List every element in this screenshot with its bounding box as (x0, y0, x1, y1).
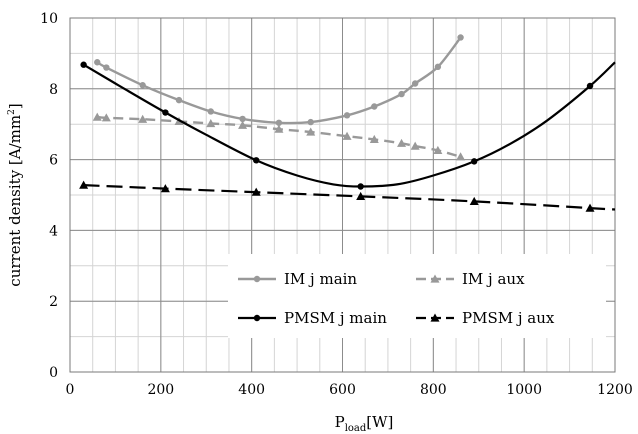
series-im-j-main (94, 34, 464, 126)
data-point (139, 82, 146, 89)
data-point (369, 134, 379, 144)
data-point (306, 127, 316, 136)
y-axis-label-sup: 2 (7, 109, 17, 115)
data-point (275, 119, 283, 126)
tick-labels: 0 200 400 600 800 1000 1200 0 2 4 6 8 10 (40, 11, 633, 398)
legend-label: IM j main (284, 270, 357, 288)
legend-marker (253, 314, 261, 322)
data-point (138, 114, 148, 123)
data-point (471, 158, 478, 165)
data-point (101, 113, 111, 122)
data-point (457, 34, 464, 41)
data-point (356, 191, 366, 201)
data-point (398, 90, 405, 98)
data-point (307, 118, 314, 126)
series-im-j-aux (92, 112, 466, 161)
y-tick-label: 10 (40, 11, 58, 27)
data-point (92, 112, 102, 121)
data-point (238, 120, 248, 129)
data-point (586, 82, 594, 90)
y-axis-label-main: current density [A/mm (6, 115, 24, 287)
y-tick-label: 6 (49, 153, 58, 169)
y-axis-label-rest: ] (6, 103, 24, 109)
legend-label: PMSM j aux (462, 309, 555, 327)
data-point (343, 112, 351, 119)
data-point (411, 80, 419, 87)
data-point (410, 141, 420, 150)
plot-frame (69, 17, 616, 373)
x-tick-label: 1000 (506, 382, 542, 398)
data-point (456, 152, 466, 161)
data-point (103, 64, 110, 71)
data-point (434, 63, 442, 71)
x-tick-label: 400 (238, 382, 265, 398)
y-tick-label: 2 (49, 294, 58, 310)
data-point (206, 118, 216, 128)
legend-marker (253, 275, 261, 283)
data-point (251, 187, 261, 196)
data-point (357, 183, 364, 190)
legend-marker (430, 313, 440, 322)
data-point (162, 109, 169, 116)
x-axis-label-main: P (335, 413, 345, 431)
data-point (175, 96, 183, 104)
series-pmsm-j-aux (79, 180, 616, 212)
x-tick-label: 1200 (597, 382, 633, 398)
legend: IM j main IM j aux PMSM j main PMSM j aux (228, 254, 606, 338)
y-tick-label: 0 (49, 365, 58, 381)
x-axis-label-rest: [W] (366, 413, 393, 431)
x-tick-label: 200 (147, 382, 174, 398)
series-layer (79, 34, 616, 212)
legend-box (228, 254, 606, 338)
data-point (469, 196, 479, 205)
data-point (80, 61, 87, 68)
legend-label: PMSM j main (284, 309, 387, 327)
legend-marker (430, 274, 440, 283)
x-tick-label: 0 (66, 382, 75, 398)
legend-label: IM j aux (462, 270, 525, 288)
x-tick-label: 800 (420, 382, 447, 398)
data-point (239, 115, 246, 123)
data-point (371, 103, 378, 110)
data-point (207, 108, 214, 115)
data-point (342, 131, 352, 140)
data-point (160, 184, 170, 193)
data-point (397, 138, 407, 147)
y-tick-label: 8 (49, 82, 58, 98)
x-axis-label-sub: load (345, 423, 367, 434)
data-point (253, 157, 260, 164)
data-point (79, 180, 89, 189)
data-point (274, 124, 284, 133)
data-point (585, 203, 595, 212)
series-line (97, 115, 461, 158)
y-tick-label: 4 (49, 223, 58, 239)
y-axis-label: current density [A/mm2] (6, 103, 24, 286)
x-axis-label: Pload[W] (335, 413, 394, 434)
data-point (433, 145, 443, 154)
x-tick-label: 600 (329, 382, 356, 398)
data-point (94, 59, 101, 66)
series-pmsm-j-main (80, 61, 616, 190)
